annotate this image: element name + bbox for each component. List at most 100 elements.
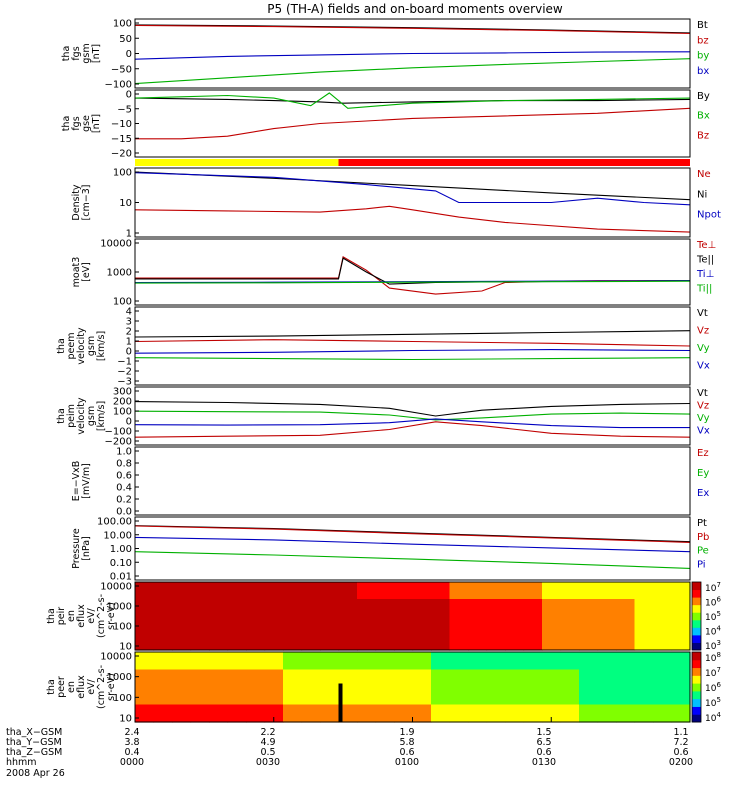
heatmap-cell [653,669,673,679]
heatmap-cell [634,590,654,600]
y-tick-label: 0.0 [116,507,132,518]
heatmap-cell [227,713,247,723]
heatmap-cell [616,695,636,706]
heatmap-cell [579,616,599,626]
heatmap-cell [172,633,192,643]
heatmap-cell [653,678,673,688]
series-Npot [134,172,691,206]
heatmap-cell [135,599,155,609]
footer-row-label: tha_Y−GSM [6,737,62,748]
heatmap-cell [468,582,488,592]
heatmap-cell [320,616,340,626]
y-axis-label: [mV/m] [81,463,92,499]
heatmap-cell [338,687,358,697]
heatmap-cell [283,652,303,662]
heatmap-cell [172,695,192,706]
heatmap-cell [468,687,488,697]
heatmap-cell [671,641,691,651]
y-axis-label: sr-eV) [106,673,117,701]
heatmap-cell [172,607,192,617]
y-axis-label: gsm [81,43,92,63]
colorbar-cell [692,619,701,628]
heatmap-cell [468,652,488,662]
heatmap-cell [449,582,469,592]
heatmap-cell [264,687,284,697]
heatmap-cell [449,616,469,626]
heatmap-cell [616,713,636,723]
heatmap-cell [579,582,599,592]
heatmap-cell [505,704,525,714]
heatmap-cell [190,669,210,679]
heatmap-cell [153,616,173,626]
y-axis-label: tha [56,408,67,424]
y-tick-label: 0.6 [116,471,132,482]
legend-entry: Vz [697,326,709,337]
heatmap-cell [468,713,488,723]
legend-entry: Ey [697,468,709,479]
heatmap-cell [375,641,395,651]
heatmap-cell [468,695,488,706]
heatmap-cell [283,687,303,697]
heatmap-cell [209,669,229,679]
y-tick-label: 50 [119,34,132,45]
heatmap-cell [264,616,284,626]
heatmap-cell [357,582,377,592]
heatmap-cell [579,695,599,706]
y-axis-label: eflux [76,604,87,628]
heatmap-cell [468,616,488,626]
heatmap-cell [486,599,506,609]
heatmap-cell [542,607,562,617]
heatmap-cell [320,633,340,643]
heatmap-cell [375,607,395,617]
colorbar-label: 105 [705,610,721,623]
heatmap-cell [357,616,377,626]
heatmap-cell [560,616,580,626]
heatmap-cell [653,633,673,643]
plot-title: P5 (TH-A) fields and on-board moments ov… [267,2,563,16]
heatmap-cell [486,641,506,651]
heatmap-cell [135,616,155,626]
heatmap-cell [338,713,358,723]
heatmap-cell [542,695,562,706]
heatmap-cell [190,616,210,626]
legend-entry: Pt [697,518,707,529]
heatmap-cell [209,599,229,609]
heatmap-cell [560,582,580,592]
series-bz [134,24,691,35]
series-Vx [134,418,690,429]
heatmap-cell [190,704,210,714]
heatmap-cell [616,633,636,643]
colorbar-label: 106 [705,596,721,609]
heatmap-cell [579,599,599,609]
heatmap-cell [560,624,580,634]
mode-segment [338,159,690,166]
heatmap-cell [486,687,506,697]
heatmap-cell [246,678,266,688]
footer-value: 0.5 [260,747,275,758]
y-axis-label: tha [46,608,57,624]
heatmap-cell [394,704,414,714]
heatmap-cell [153,582,173,592]
heatmap-cell [616,641,636,651]
heatmap-cell [338,652,358,662]
heatmap-cell [264,669,284,679]
y-axis-label: Density [71,184,82,220]
heatmap-cell [560,633,580,643]
heatmap-cell [412,678,432,688]
heatmap-cell [468,669,488,679]
heatmap-cell [597,641,617,651]
series-Vy [134,410,691,421]
panel-frame [134,581,691,651]
colorbar-frame [691,581,702,651]
series-Vy [134,357,691,361]
footer-value: 1.5 [536,727,551,738]
heatmap-cell [634,695,654,706]
y-axis-label: gsm [86,336,97,356]
heatmap-cell [671,669,691,679]
heatmap-cell [209,695,229,706]
heatmap-cell [671,582,691,592]
heatmap-cell [505,660,525,671]
